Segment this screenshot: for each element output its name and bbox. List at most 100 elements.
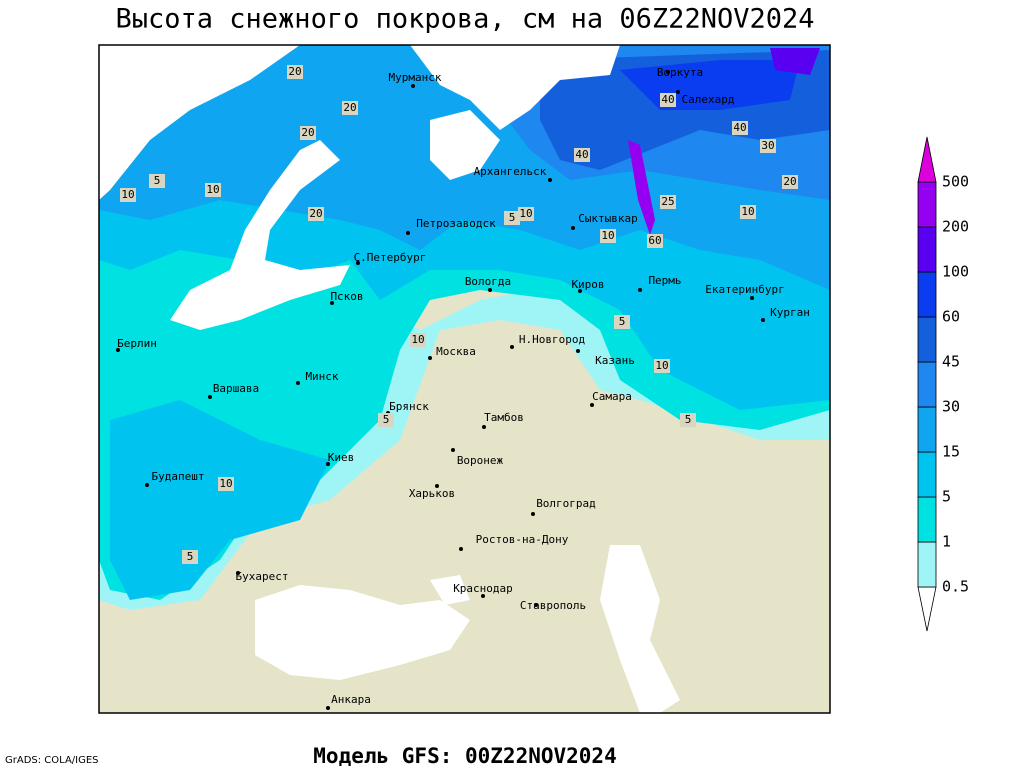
city-dot (116, 348, 120, 352)
city-label: Н.Новгород (519, 333, 586, 346)
contour-label: 5 (685, 413, 692, 426)
contour-label: 5 (154, 174, 161, 187)
contour-label: 20 (301, 126, 314, 139)
contour-label: 40 (661, 93, 674, 106)
city-dot (451, 448, 455, 452)
contour-label-bg (660, 195, 676, 209)
credit: GrADS: COLA/IGES (5, 755, 99, 766)
contour-label-bg (760, 139, 776, 153)
contour-label-bg (732, 121, 748, 135)
contour-label-bg (182, 550, 198, 564)
city-dot (638, 288, 642, 292)
city-label: Минск (305, 370, 338, 383)
legend-label: 500 (942, 173, 969, 191)
contour-label-bg (660, 93, 676, 107)
city-dot (428, 356, 432, 360)
city-label: Самара (592, 390, 632, 403)
contour-label: 10 (655, 359, 668, 372)
legend-label: 1 (942, 533, 951, 551)
contour-label-bg (647, 234, 663, 248)
contour-label: 60 (648, 234, 661, 247)
city-dot (208, 395, 212, 399)
city-label: Казань (595, 354, 635, 367)
legend-bottom (917, 586, 937, 632)
city-dot (326, 462, 330, 466)
city-label: Киров (571, 278, 604, 291)
contour-label-bg (782, 175, 798, 189)
city-dot (590, 403, 594, 407)
map (99, 45, 830, 713)
legend-label: 15 (942, 443, 960, 461)
city-label: Петрозаводск (416, 217, 496, 230)
city-label: Екатеринбург (705, 283, 784, 296)
city-dot (435, 484, 439, 488)
city-dot (571, 226, 575, 230)
legend-top (917, 136, 937, 183)
city-label: Сыктывкар (578, 212, 638, 225)
contour-label: 10 (219, 477, 232, 490)
contour-label-bg (120, 188, 136, 202)
city-dot (236, 571, 240, 575)
contour-label-bg (378, 413, 394, 427)
contour-label-bg (600, 229, 616, 243)
contour-label: 40 (575, 148, 588, 161)
city-dot (296, 381, 300, 385)
contour-label-bg (149, 174, 165, 188)
city-label: Архангельск (474, 165, 547, 178)
city-dot (576, 349, 580, 353)
contour-label-bg (205, 183, 221, 197)
city-dot (330, 301, 334, 305)
footer: Модель GFS: 00Z22NOV2024 (313, 744, 616, 768)
contour-label-bg (680, 413, 696, 427)
contour-label: 20 (783, 175, 796, 188)
contour-label: 5 (187, 550, 194, 563)
city-label: Москва (436, 345, 476, 358)
legend-swatch (917, 181, 937, 228)
city-label: Ставрополь (520, 599, 586, 612)
legend-label: 30 (942, 398, 960, 416)
legend-swatch (917, 271, 937, 318)
legend-label: 5 (942, 488, 951, 506)
legend-label: 45 (942, 353, 960, 371)
contour-label: 40 (733, 121, 746, 134)
city-label: Будапешт (152, 470, 205, 483)
legend-label: 100 (942, 263, 969, 281)
legend-swatch (917, 451, 937, 498)
city-dot (531, 512, 535, 516)
city-dot (750, 296, 754, 300)
city-label: Воронеж (457, 454, 504, 467)
contour-label-bg (614, 315, 630, 329)
city-dot (411, 84, 415, 88)
contour-label: 25 (661, 195, 674, 208)
contour-label: 10 (411, 333, 424, 346)
contour-label: 20 (309, 207, 322, 220)
contour-label-bg (740, 205, 756, 219)
city-label: Мурманск (389, 71, 442, 84)
city-label: Пермь (648, 274, 681, 287)
contour-label-bg (504, 211, 520, 225)
contour-label-bg (574, 148, 590, 162)
city-label: Харьков (409, 487, 455, 500)
city-label: Киев (328, 451, 355, 464)
legend-swatch (917, 316, 937, 363)
city-label: Берлин (117, 337, 157, 350)
legend-swatch (917, 226, 937, 273)
contour-label: 5 (619, 315, 626, 328)
city-label: Курган (770, 306, 810, 319)
contour-label-bg (287, 65, 303, 79)
city-dot (145, 483, 149, 487)
contour-label: 20 (343, 101, 356, 114)
city-label: Волгоград (536, 497, 596, 510)
city-dot (459, 547, 463, 551)
contour-label-bg (308, 207, 324, 221)
legend-swatch (917, 406, 937, 453)
city-dot (356, 261, 360, 265)
city-label: Ростов-на-Дону (476, 533, 569, 546)
city-dot (578, 289, 582, 293)
contour-label-bg (654, 359, 670, 373)
contour-label: 10 (121, 188, 134, 201)
city-label: Бухарест (236, 570, 289, 583)
title: Высота снежного покрова, см на 06Z22NOV2… (116, 4, 815, 35)
legend-swatch (917, 496, 937, 543)
city-label: С.Петербург (354, 251, 427, 264)
